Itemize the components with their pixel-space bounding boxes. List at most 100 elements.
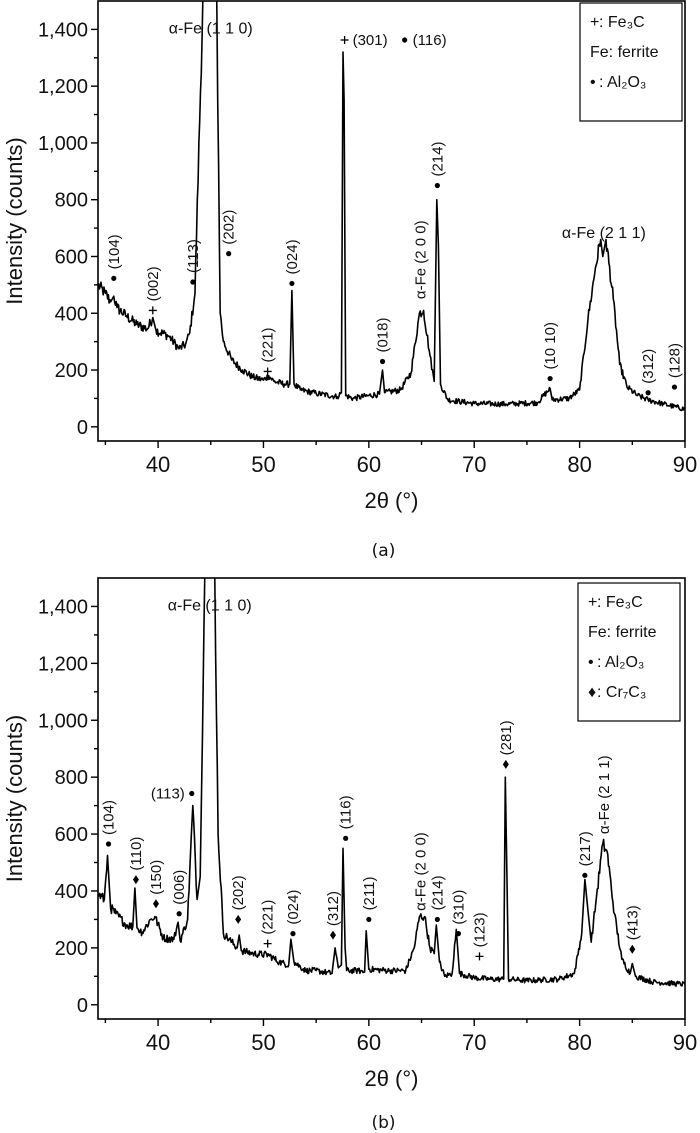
x-tick-label: 70 xyxy=(462,452,486,477)
legend-box xyxy=(579,2,683,122)
legend-entry: Fe: ferrite xyxy=(590,44,659,61)
al2o3-marker-icon xyxy=(434,916,440,923)
peak-label: (024) xyxy=(284,239,301,274)
peak-label: (221) xyxy=(260,900,277,935)
al2o3-marker-icon xyxy=(290,931,296,937)
peak-annotation: (214) xyxy=(429,141,446,189)
legend: +: Fe₃C Fe: ferrite •: Al₂O₃ xyxy=(579,2,683,122)
panel-b: 40 50 60 70 80 90 0 200 400 600 800 1,000 1,200 1,400… xyxy=(2,577,697,1133)
x-tick-label: 60 xyxy=(357,1030,381,1055)
peak-label: α-Fe (1 1 0) xyxy=(169,21,253,38)
cr7c3-marker-icon xyxy=(152,899,159,909)
x-tick-label: 40 xyxy=(146,452,170,477)
peak-annotation: (116) xyxy=(338,795,355,841)
legend-label: : Al₂O₃ xyxy=(599,74,646,91)
peak-label: (312) xyxy=(640,349,657,384)
legend-entry: •: Al₂O₃ xyxy=(588,654,644,671)
legend-symbol: ♦ xyxy=(588,684,596,701)
al2o3-marker-icon xyxy=(176,911,182,917)
al2o3-marker-icon xyxy=(582,872,588,878)
diffraction-curve xyxy=(98,578,685,987)
x-tick-label: 70 xyxy=(462,1030,486,1055)
peak-label: α-Fe (2 1 1) xyxy=(562,225,646,242)
peak-annotation: α-Fe (2 0 0) xyxy=(412,832,429,911)
cr7c3-marker-icon xyxy=(235,914,242,924)
peak-annotation: (301) xyxy=(340,32,388,49)
legend-label: Fe: ferrite xyxy=(590,44,659,61)
y-tick-label: 1,000 xyxy=(38,133,88,155)
peak-annotation: (310) xyxy=(450,890,467,937)
peak-annotation: (312) xyxy=(325,891,342,940)
y-tick-label: 1,200 xyxy=(38,76,88,98)
cr7c3-marker-icon xyxy=(629,944,636,954)
cr7c3-marker-icon xyxy=(132,875,139,885)
peak-label: (104) xyxy=(101,800,118,835)
legend-label: : Cr₇C₃ xyxy=(597,684,646,701)
legend-label: : Fe₃C xyxy=(599,14,645,31)
peak-label: (221) xyxy=(260,327,277,362)
peak-annotation: (211) xyxy=(361,877,378,923)
y-tick-label: 0 xyxy=(77,995,88,1017)
peak-annotation: (312) xyxy=(640,349,657,396)
peak-label: (310) xyxy=(450,890,467,925)
y-tick-label: 0 xyxy=(77,417,88,439)
y-tick-label: 1,000 xyxy=(38,710,88,732)
al2o3-marker-icon xyxy=(111,275,117,281)
peak-label: (301) xyxy=(353,32,388,49)
peak-annotation: (024) xyxy=(284,239,301,287)
y-tick-label: 1,400 xyxy=(38,596,88,618)
peak-label: (123) xyxy=(471,912,488,947)
legend-entry: •: Al₂O₃ xyxy=(590,74,646,91)
peak-annotation: (104) xyxy=(106,234,123,281)
peak-label: (413) xyxy=(624,905,641,940)
legend-symbol: • xyxy=(590,74,596,91)
peak-annotation: α-Fe (2 0 0) xyxy=(412,220,429,299)
peak-label: (113) xyxy=(151,786,185,803)
peak-annotation: (123) xyxy=(471,912,488,961)
al2o3-marker-icon xyxy=(343,835,349,841)
peak-label: (006) xyxy=(171,870,188,905)
cr7c3-marker-icon xyxy=(330,930,337,940)
al2o3-marker-icon xyxy=(402,37,408,43)
peak-annotation: α-Fe (1 1 0) xyxy=(169,21,253,38)
peak-annotation: (113) xyxy=(151,786,195,803)
al2o3-marker-icon xyxy=(105,841,112,847)
y-axis-title: Intensity (counts) xyxy=(2,715,27,883)
panel-a: 40 50 60 70 80 90 0 200 400 600 800 1,000 1,200 1,400… xyxy=(2,0,697,561)
legend-symbol: • xyxy=(588,654,594,671)
peak-label: (002) xyxy=(145,266,162,301)
peak-annotation: (113) xyxy=(185,239,202,285)
y-tick-label: 400 xyxy=(55,303,88,325)
y-tick-label: 200 xyxy=(55,938,88,960)
peak-annotation: (202) xyxy=(230,875,247,924)
peak-label: (110) xyxy=(128,837,145,871)
peak-label: (217) xyxy=(577,831,594,866)
peak-annotation: (150) xyxy=(148,860,165,909)
y-tick-label: 800 xyxy=(55,767,88,789)
peak-label: (211) xyxy=(361,877,378,911)
peak-annotation: (006) xyxy=(171,870,188,917)
x-tick-label: 50 xyxy=(251,452,275,477)
peak-annotation: α-Fe (2 1 1) xyxy=(596,755,613,834)
peak-label: (10 10) xyxy=(542,322,559,370)
al2o3-marker-icon xyxy=(226,251,232,257)
peak-label: (150) xyxy=(148,860,165,895)
legend-entry: +: Fe₃C xyxy=(590,14,645,31)
peak-label: α-Fe (1 1 0) xyxy=(168,598,252,615)
al2o3-marker-icon xyxy=(671,384,678,390)
legend-entry: ♦: Cr₇C₃ xyxy=(588,684,646,701)
x-tick-label: 90 xyxy=(673,1030,697,1055)
peak-annotation: (413) xyxy=(624,905,641,954)
legend-symbol: + xyxy=(588,594,597,611)
y-tick-label: 1,400 xyxy=(38,19,88,41)
peak-label: α-Fe (2 0 0) xyxy=(412,832,429,911)
legend-entry: +: Fe₃C xyxy=(588,594,643,611)
peak-label: (116) xyxy=(413,32,447,49)
peak-annotation: (221) xyxy=(260,900,277,948)
fe3c-marker-icon xyxy=(263,939,272,948)
legend-symbol: + xyxy=(590,14,599,31)
x-axis-title: 2θ (°) xyxy=(364,1066,418,1091)
legend-label: : Al₂O₃ xyxy=(597,654,644,671)
y-tick-label: 200 xyxy=(55,360,88,382)
